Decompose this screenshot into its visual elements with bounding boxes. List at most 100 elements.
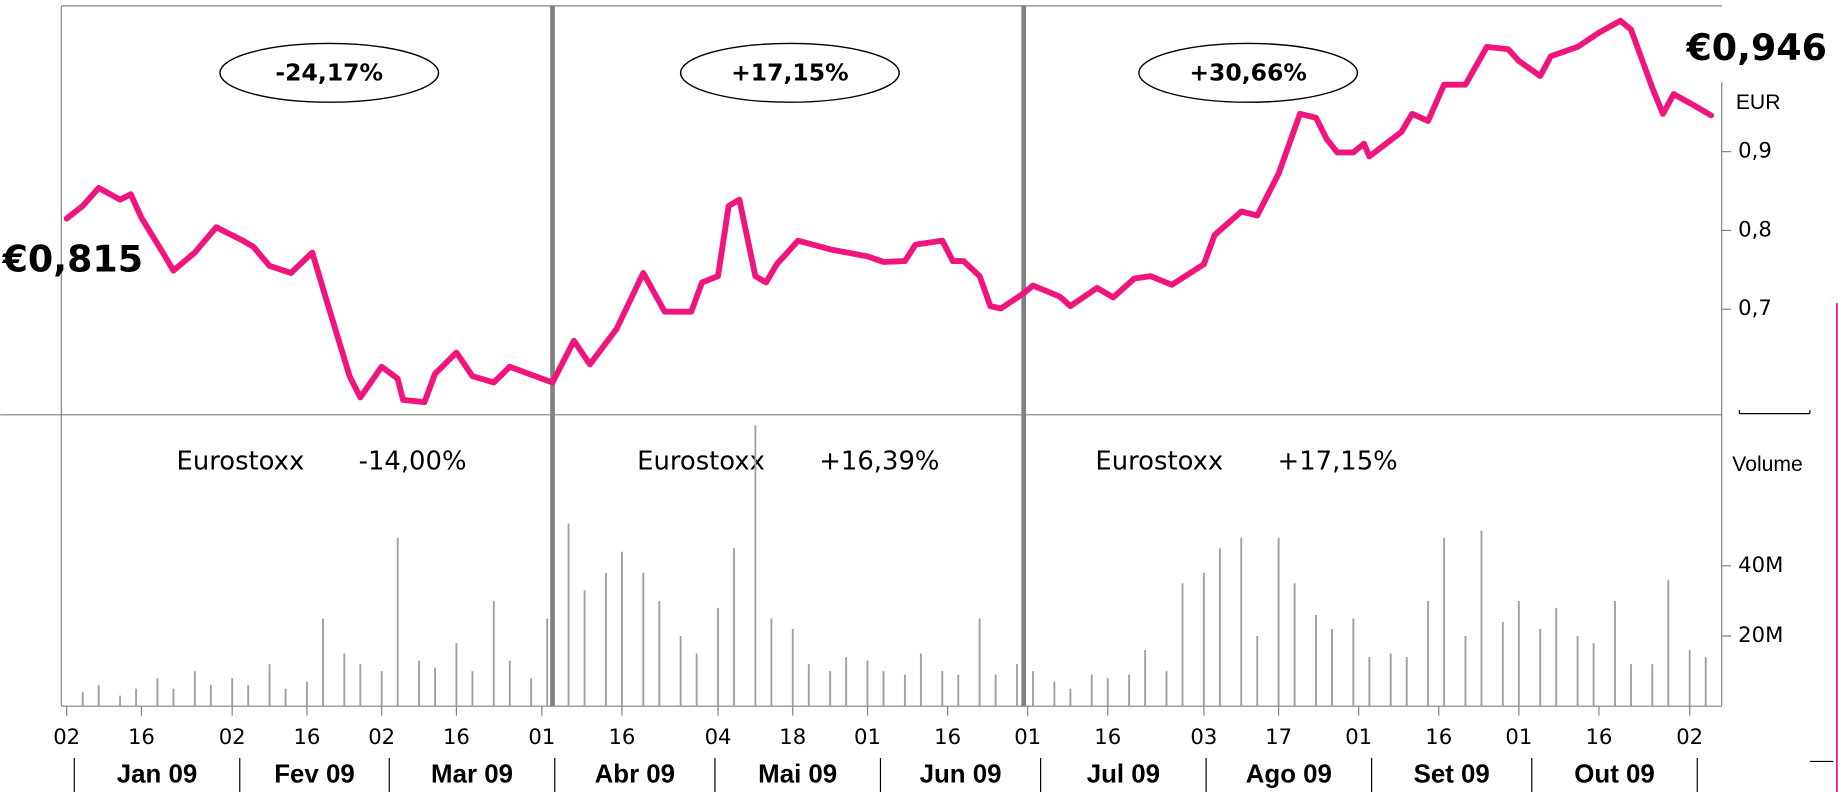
benchmark: Eurostoxx xyxy=(177,446,305,476)
volume-bar xyxy=(957,674,960,707)
volume-bar xyxy=(1016,664,1018,707)
benchmark: Eurostoxx xyxy=(637,446,765,476)
volume-bar xyxy=(81,692,84,707)
bracket xyxy=(1738,410,1811,415)
volume-bar xyxy=(434,667,437,707)
volume-bar xyxy=(1427,600,1430,707)
volume-bar xyxy=(247,685,250,707)
volume-bar xyxy=(119,695,122,707)
volume-bar xyxy=(380,671,383,707)
volume-bar xyxy=(209,685,212,707)
annotation-ellipse xyxy=(679,42,900,103)
volume-bar xyxy=(1128,674,1131,707)
volume-bar xyxy=(717,607,719,707)
volume-bar xyxy=(1293,583,1296,707)
volume-bar xyxy=(1501,621,1504,707)
month-label: Set 09 xyxy=(1414,760,1490,788)
volume-bar xyxy=(508,660,511,707)
x-tick-label: 16 xyxy=(443,724,470,749)
month-label: Mar 09 xyxy=(431,760,513,788)
volume-bar xyxy=(679,635,682,707)
x-tick-label: 03 xyxy=(1190,724,1217,749)
x-tick-label: 16 xyxy=(293,724,320,749)
annotation-ellipse xyxy=(219,42,440,103)
volume-bar xyxy=(530,678,533,707)
volume-bar xyxy=(1069,688,1072,707)
y-tick-label: 0,9 xyxy=(1738,138,1772,163)
volume-bar xyxy=(1165,671,1168,707)
x-tick-label: 18 xyxy=(779,724,806,749)
volume-bar xyxy=(546,618,549,707)
x-tick-label: 16 xyxy=(934,724,961,749)
benchmark: Eurostoxx xyxy=(1095,446,1223,476)
volume-bar xyxy=(97,685,100,707)
volume-bar xyxy=(754,425,757,707)
month-label: Ago 09 xyxy=(1246,760,1332,788)
volume-bar xyxy=(135,688,138,707)
x-tick-label: 02 xyxy=(368,724,395,749)
x-tick-label: 02 xyxy=(219,724,246,749)
volume-bar xyxy=(1389,653,1392,707)
volume-bar xyxy=(1202,572,1205,707)
x-tick-label: 01 xyxy=(1345,724,1372,749)
volume-bar xyxy=(1256,635,1259,707)
volume-bar xyxy=(156,678,159,707)
volume-bar xyxy=(231,678,234,707)
volume-bar xyxy=(1240,537,1243,707)
volume-bar xyxy=(604,572,607,707)
x-tick-label: 01 xyxy=(1014,724,1041,749)
volume-bar xyxy=(791,628,794,707)
volume-bar xyxy=(492,600,495,707)
month-label: Abr 09 xyxy=(595,760,675,788)
volume-bar xyxy=(343,653,346,707)
month-label: Mai 09 xyxy=(758,760,837,788)
annotation: +30,66% xyxy=(1189,59,1307,87)
volume-bar xyxy=(1443,537,1446,707)
volume-bar xyxy=(1667,579,1670,707)
y2-tick-label: 20M xyxy=(1738,622,1783,647)
volume-bar xyxy=(642,572,645,707)
month-label: Jun 09 xyxy=(920,760,1002,788)
volume-bar xyxy=(284,688,287,707)
start-price: €0,815 xyxy=(2,237,143,280)
volume-bar xyxy=(1576,635,1579,707)
volume-bar xyxy=(471,671,474,707)
volume-bar xyxy=(733,548,735,707)
volume-bar xyxy=(807,664,810,707)
volume-bar xyxy=(567,523,570,707)
volume-axis-label: Volume xyxy=(1732,453,1803,476)
volume-bar xyxy=(1555,607,1558,707)
volume-bar xyxy=(695,653,698,707)
volume-bar xyxy=(1592,643,1595,707)
annotation: -24,17% xyxy=(275,59,383,87)
benchmark-change: -14,00% xyxy=(359,446,467,476)
month-label: Jan 09 xyxy=(117,760,197,788)
volume-bar xyxy=(1090,674,1093,707)
volume-bar xyxy=(903,674,906,707)
benchmark-change: +16,39% xyxy=(819,446,939,476)
x-tick-label: 16 xyxy=(1094,724,1121,749)
frame xyxy=(0,5,1834,763)
y-tick-label: 0,7 xyxy=(1738,295,1772,320)
volume-bar xyxy=(1106,678,1109,707)
volume-bar xyxy=(866,660,869,707)
x-tick-label: 16 xyxy=(1585,724,1612,749)
volume-bar xyxy=(1464,635,1467,707)
benchmark-change: +17,15% xyxy=(1278,446,1398,476)
volume-bar xyxy=(1405,657,1408,707)
volume-bar xyxy=(829,671,832,707)
volume-bar xyxy=(1539,628,1542,707)
volume-bar xyxy=(620,551,623,707)
volume-bar xyxy=(359,664,362,707)
volume-bar xyxy=(1651,664,1654,707)
volume-bar xyxy=(1331,628,1333,707)
volume-bar xyxy=(305,681,308,707)
volume-bar xyxy=(1630,664,1632,707)
volume-bar xyxy=(882,671,885,707)
volume-bar xyxy=(770,618,773,707)
volume-bar xyxy=(1480,530,1483,707)
volume-bar xyxy=(1688,650,1691,707)
volume-bar xyxy=(418,660,420,707)
